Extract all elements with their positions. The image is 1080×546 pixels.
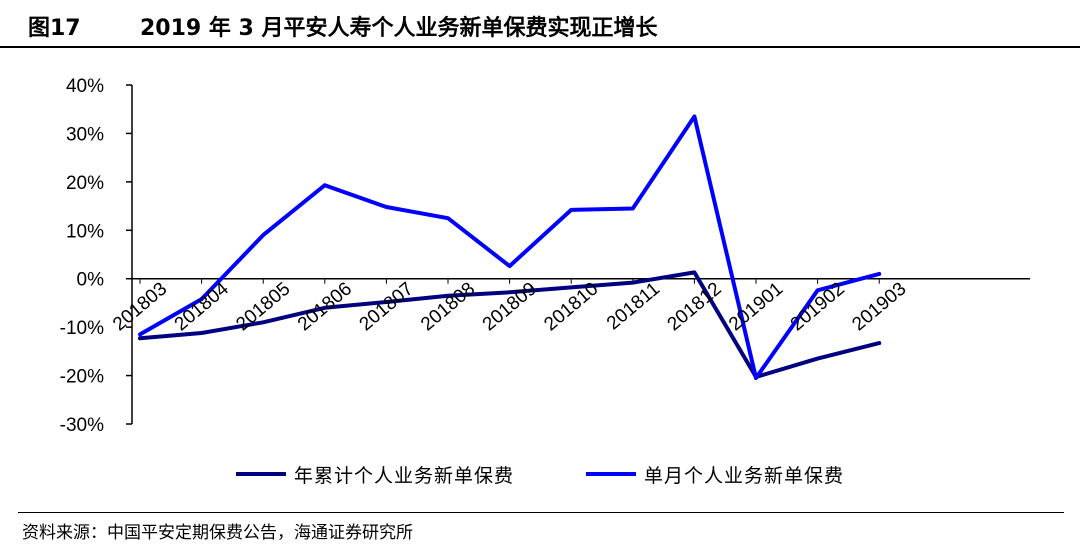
x-tick-label: 201807: [356, 278, 418, 335]
y-tick-label: 40%: [66, 76, 104, 97]
y-tick-label: -20%: [60, 367, 104, 388]
figure-title: 2019 年 3 月平安人寿个人业务新单保费实现正增长: [140, 16, 658, 41]
y-tick-label: 10%: [66, 221, 104, 242]
x-tick-label: 201809: [479, 278, 541, 335]
chart-series: [138, 114, 882, 380]
x-tick-label: 201805: [232, 278, 294, 335]
x-tick-label: 201803: [109, 278, 171, 335]
x-tick-label: 201811: [603, 278, 664, 334]
x-tick-label: 201903: [848, 278, 910, 335]
figure-header: 图17 2019 年 3 月平安人寿个人业务新单保费实现正增长: [0, 0, 1080, 48]
legend-swatch-monthly: [586, 472, 636, 476]
source-note: 资料来源：中国平安定期保费公告，海通证券研究所: [22, 523, 413, 543]
legend-label-monthly: 单月个人业务新单保费: [644, 464, 845, 487]
y-tick-label: -10%: [60, 318, 104, 339]
x-tick-label: 201902: [787, 278, 849, 335]
legend-swatch-cumulative: [236, 472, 286, 476]
y-tick-label: -30%: [60, 415, 104, 436]
chart-axes: -30% -20% -10% 0% 10% 20% 30% 40%: [60, 76, 1030, 436]
y-tick-label: 20%: [66, 173, 104, 194]
legend-label-cumulative: 年累计个人业务新单保费: [294, 464, 515, 487]
legend-item-monthly: 单月个人业务新单保费: [586, 462, 845, 487]
legend-item-cumulative: 年累计个人业务新单保费: [236, 462, 515, 487]
x-tick-label: 201804: [171, 278, 233, 335]
x-tick-label: 201808: [417, 278, 479, 335]
series-line-monthly: [138, 114, 882, 380]
source-divider: [18, 512, 1064, 513]
figure-number: 图17: [28, 16, 81, 41]
y-tick-label: 30%: [66, 124, 104, 145]
y-tick-label: 0%: [77, 270, 105, 291]
line-chart: -30%-20%-10%0%10%20%30%40% 201803 201804 2…: [60, 76, 1030, 436]
